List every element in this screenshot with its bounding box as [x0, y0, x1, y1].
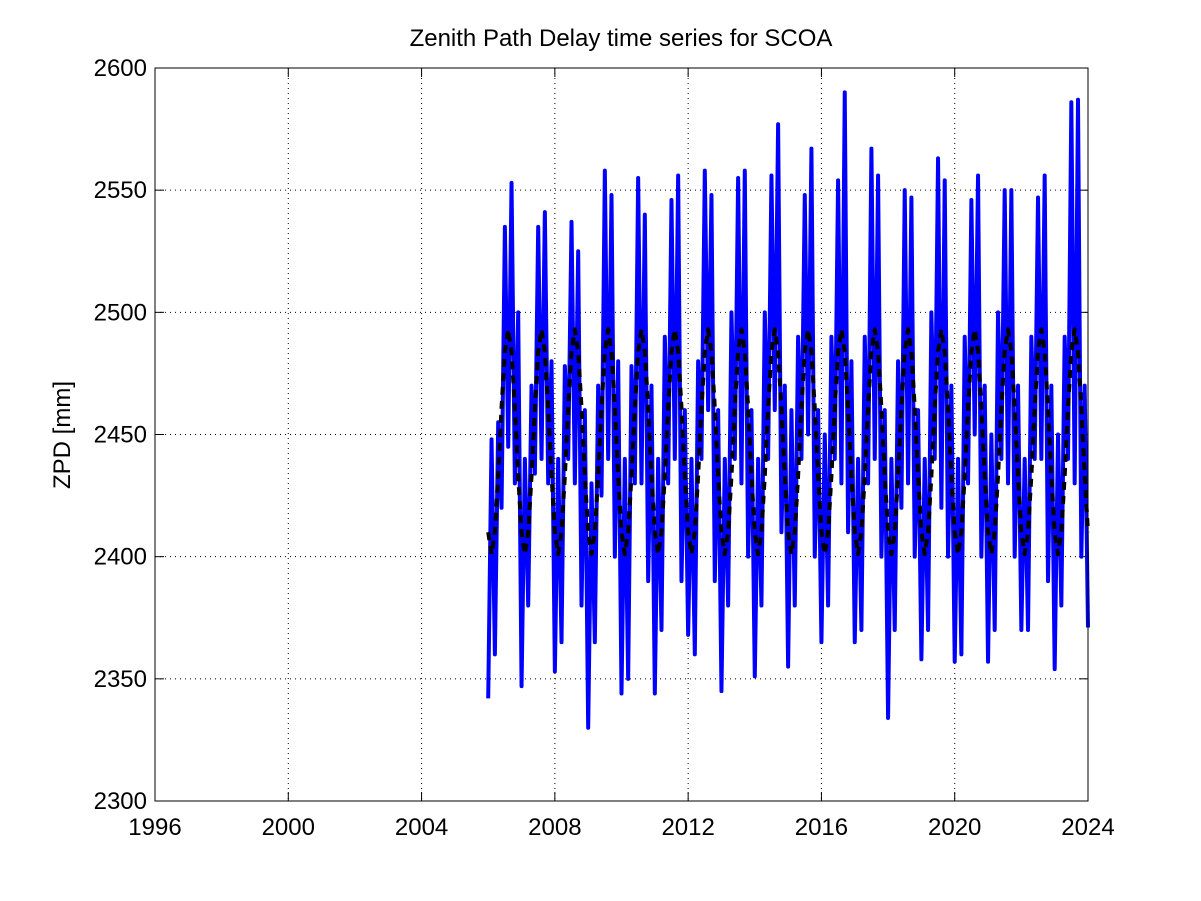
x-tick-label: 2024: [1061, 814, 1114, 841]
y-tick-label: 2600: [94, 55, 147, 82]
x-tick-label: 2020: [928, 814, 981, 841]
x-tick-label: 1996: [128, 814, 181, 841]
y-tick-label: 2500: [94, 299, 147, 326]
chart-title: Zenith Path Delay time series for SCOA: [410, 25, 833, 52]
y-tick-label: 2350: [94, 666, 147, 693]
x-tick-label: 2000: [262, 814, 315, 841]
plot-frame: [154, 67, 1089, 802]
y-tick-label: 2300: [94, 788, 147, 815]
x-tick-label: 2004: [395, 814, 448, 841]
series-line: [486, 327, 1090, 557]
y-axis-label: ZPD [mm]: [49, 381, 76, 489]
y-tick-label: 2400: [94, 544, 147, 571]
x-tick-label: 2012: [661, 814, 714, 841]
x-tick-label: 2008: [528, 814, 581, 841]
y-tick-label: 2550: [94, 177, 147, 204]
series-line: [486, 90, 1090, 730]
x-tick-label: 2016: [795, 814, 848, 841]
y-tick-label: 2450: [94, 422, 147, 449]
